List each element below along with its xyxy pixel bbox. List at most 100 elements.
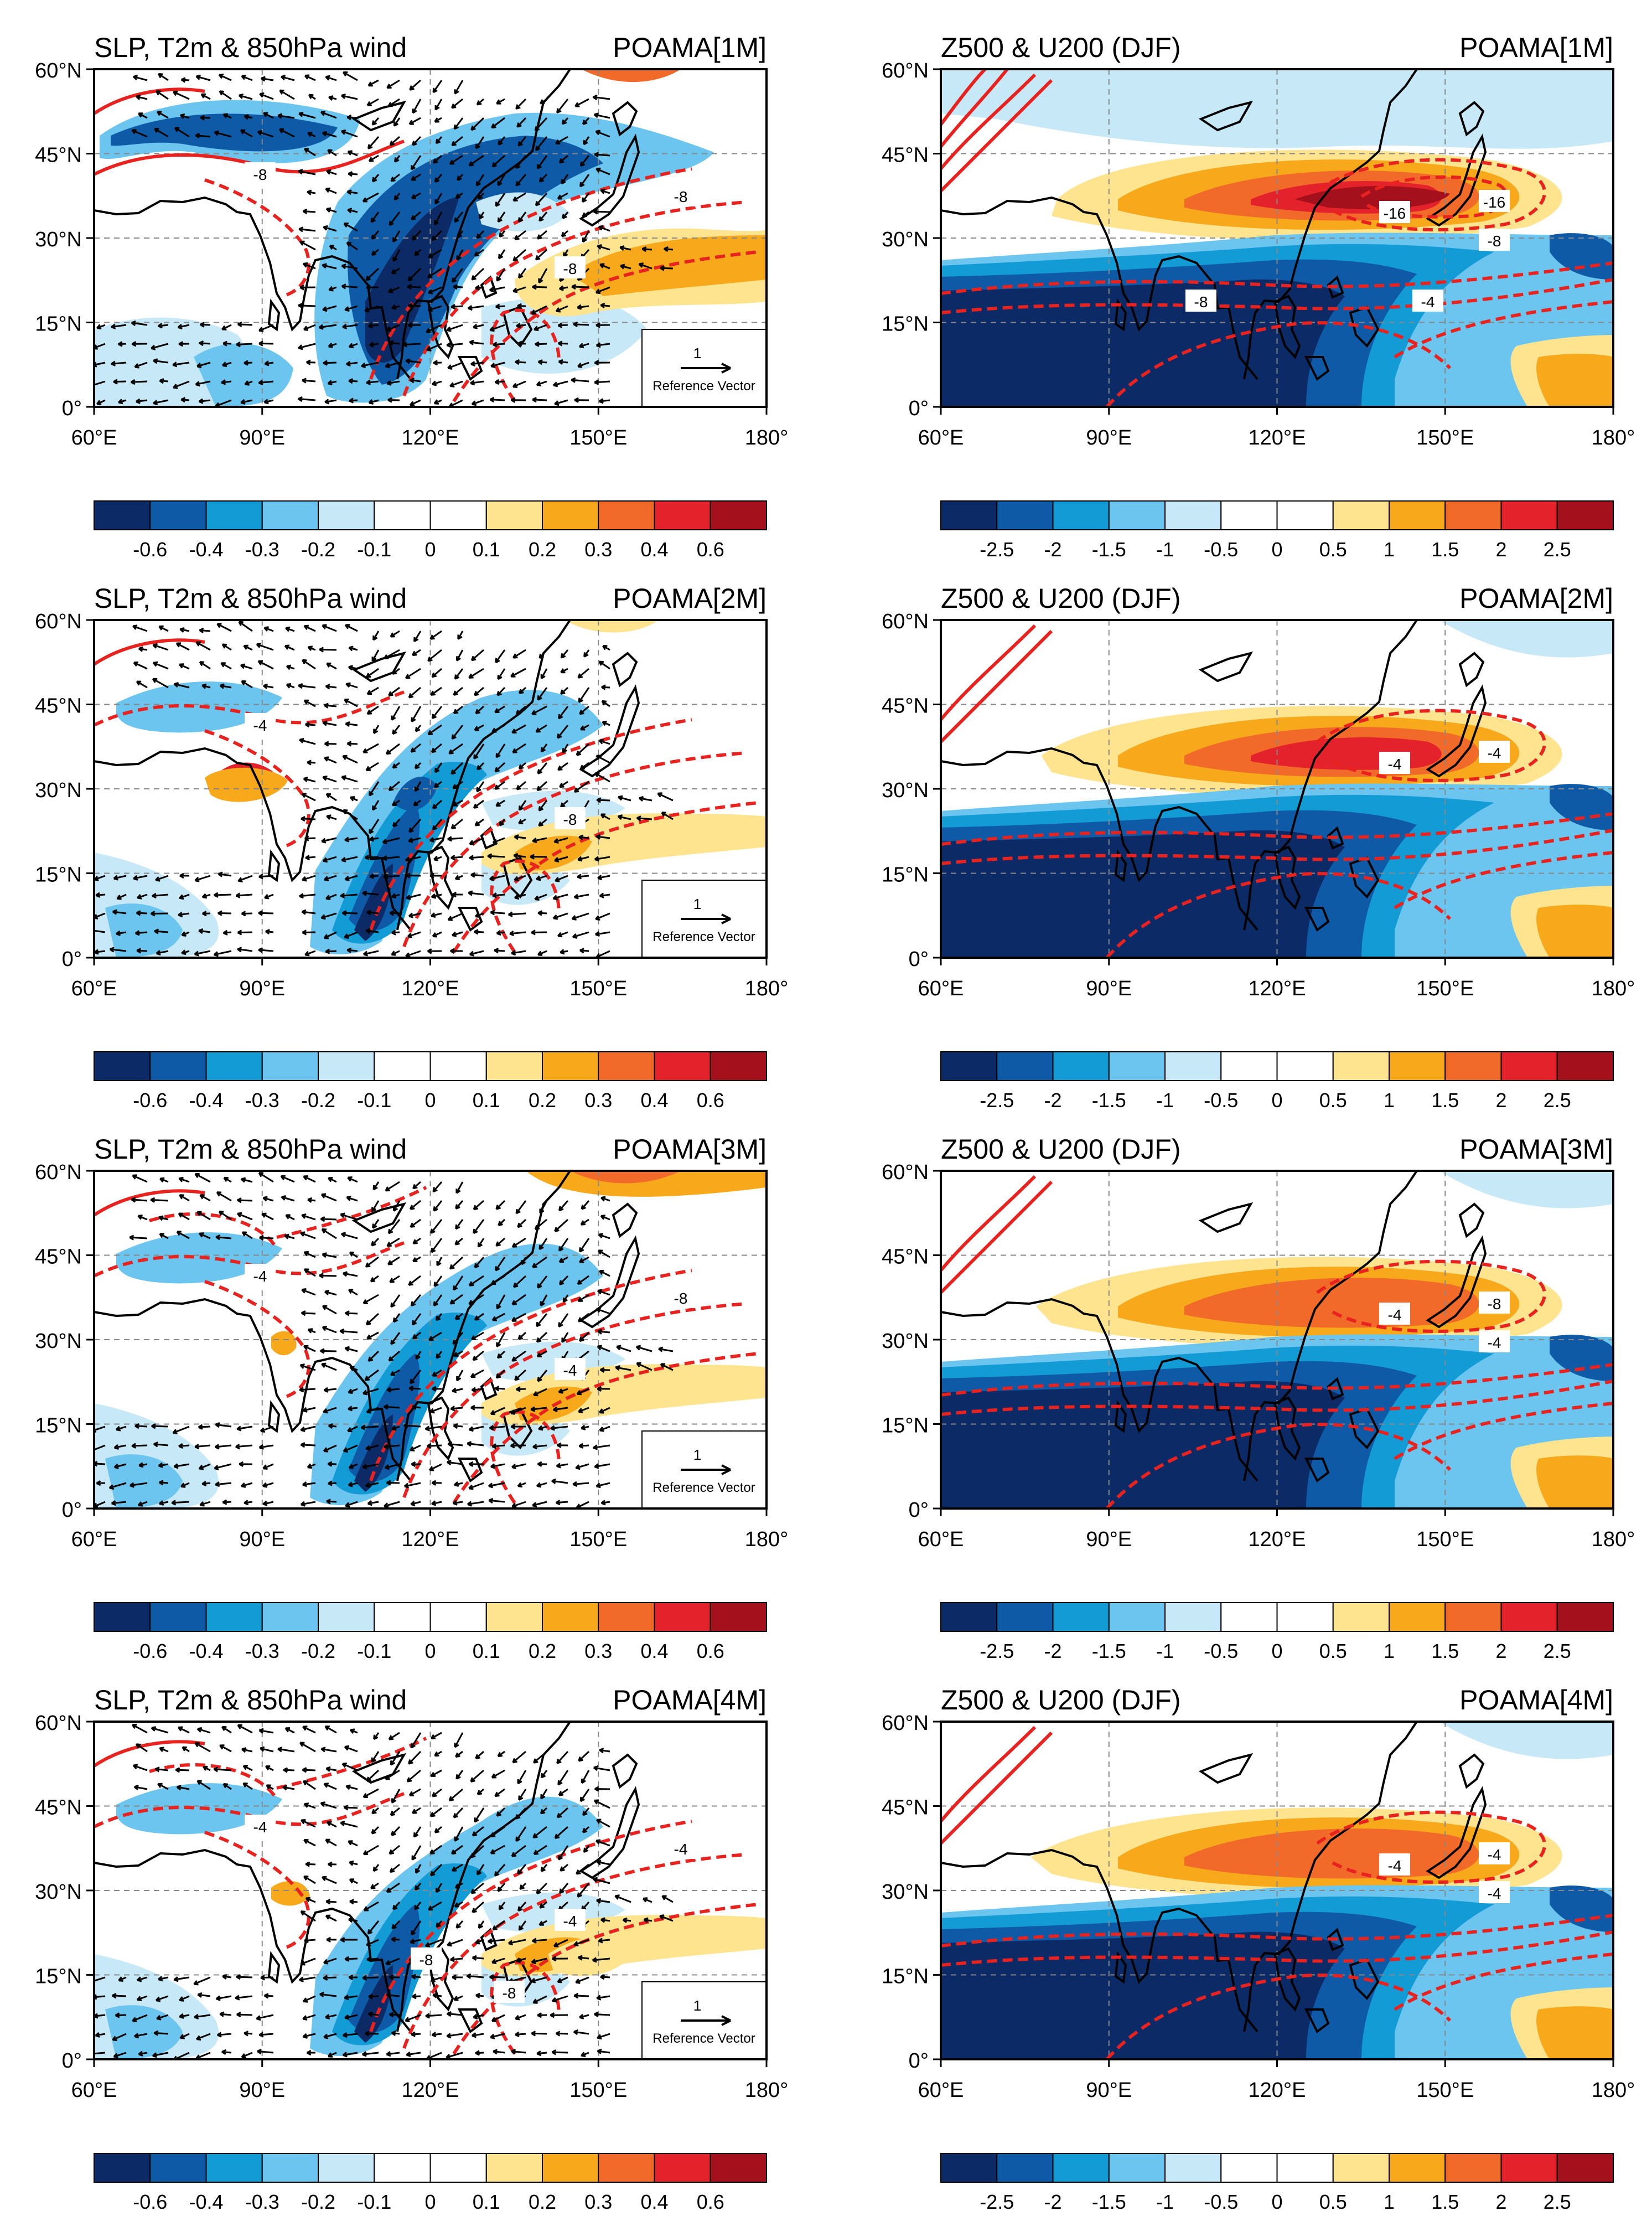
contour-label-text: -16 xyxy=(1483,194,1505,211)
colorbar-cell xyxy=(654,500,711,530)
graticule xyxy=(94,1171,767,1508)
reference-vector-magnitude: 1 xyxy=(693,1446,701,1463)
colorbar-label: -0.6 xyxy=(133,1089,167,1112)
colorbar-cell xyxy=(374,1602,431,1632)
colorbar-cell xyxy=(1164,1602,1222,1632)
colorbar-label: -1.5 xyxy=(1092,1640,1126,1662)
map-field: -4 -4 -8 1 Reference Vector xyxy=(94,1171,767,1508)
colorbar-label: -0.3 xyxy=(245,1640,279,1662)
colorbar-label: -0.4 xyxy=(189,1089,223,1112)
colorbar-label: -0.3 xyxy=(245,1089,279,1112)
wind-vectors xyxy=(94,1172,674,1508)
colorbar-cell xyxy=(94,2153,151,2183)
colorbar-cell xyxy=(710,500,767,530)
colorbar-cell xyxy=(940,1051,998,1081)
graticule xyxy=(94,1722,767,2059)
coastline xyxy=(941,620,1487,932)
colorbar-label: 0 xyxy=(1271,2190,1282,2213)
colorbar-label: -1 xyxy=(1156,538,1174,561)
colorbar-p5: -0.6 -0.4 -0.3 -0.2 -0.1 0 0.1 0.2 0.3 0.4 0.6 xyxy=(94,1602,767,1662)
colorbar-cell xyxy=(1276,1051,1334,1081)
colorbar-cell xyxy=(318,1602,375,1632)
colorbar-cell xyxy=(1332,2153,1390,2183)
reference-vector-label: Reference Vector xyxy=(652,929,755,944)
colorbar-label: 0.4 xyxy=(640,2190,668,2213)
lon-tick-label: 60°E xyxy=(918,2079,964,2102)
contour-label-text: -8 xyxy=(253,166,267,183)
colorbar-cell xyxy=(1220,2153,1278,2183)
colorbar-p7: -0.6 -0.4 -0.3 -0.2 -0.1 0 0.1 0.2 0.3 0.4 0.6 xyxy=(94,2153,767,2213)
lon-tick-label: 150°E xyxy=(1416,977,1474,1000)
colorbar-cell xyxy=(261,1051,319,1081)
lat-tick-label: 45°N xyxy=(882,1796,929,1820)
colorbar-label: -1 xyxy=(1156,1640,1174,1662)
colorbar-cell xyxy=(1444,1051,1502,1081)
lat-tick-label: 15°N xyxy=(882,1965,929,1988)
colorbar-cell xyxy=(1389,1602,1446,1632)
colorbar-cell xyxy=(1276,2153,1334,2183)
lat-tick-label: 0° xyxy=(909,948,929,971)
colorbar-cell xyxy=(261,500,319,530)
colorbar-cell xyxy=(318,500,375,530)
lon-tick-label: 150°E xyxy=(569,426,627,450)
lon-tick-label: 90°E xyxy=(239,426,285,450)
colorbar-label: -0.2 xyxy=(301,1640,335,1662)
colorbar-cell xyxy=(94,1602,151,1632)
reference-vector-label: Reference Vector xyxy=(652,2031,755,2046)
reference-vector-label: Reference Vector xyxy=(652,1480,755,1495)
colorbar-cell xyxy=(1556,1051,1614,1081)
map-panel-p5: -4 -4 -8 1 Reference Vector SLP, T2m & 850hPa… xyxy=(35,1134,788,1662)
colorbar-cell xyxy=(149,1602,207,1632)
colorbar-label: 0.6 xyxy=(697,1089,724,1112)
colorbar-cell xyxy=(485,500,543,530)
contour-label-text: -4 xyxy=(253,1268,267,1285)
colorbar-cell xyxy=(94,1051,151,1081)
colorbar-label: -2 xyxy=(1044,1640,1061,1662)
colorbar-label: -0.3 xyxy=(245,2190,279,2213)
colorbar-label: -0.4 xyxy=(189,1640,223,1662)
lon-tick-label: 150°E xyxy=(1416,2079,1474,2102)
colorbar-cell xyxy=(261,2153,319,2183)
colorbar-label: 2.5 xyxy=(1544,1640,1571,1662)
contour-label-text: -8 xyxy=(1488,233,1501,250)
lon-tick-label: 120°E xyxy=(402,426,459,450)
map-panel-p3: -4 -8 1 Reference Vector SLP, T2m & 850hPa w… xyxy=(35,583,788,1112)
colorbar-cell xyxy=(654,1051,711,1081)
colorbar-cell xyxy=(1444,500,1502,530)
colorbar-cell xyxy=(1500,2153,1558,2183)
colorbar-label: -0.1 xyxy=(357,1640,391,1662)
colorbar-cell xyxy=(205,2153,263,2183)
panel-model-label: POAMA[2M] xyxy=(613,583,767,614)
contour-label: -16 xyxy=(1379,201,1410,223)
lon-tick-label: 60°E xyxy=(71,2079,117,2102)
colorbar-cell xyxy=(261,1602,319,1632)
contour-label: -4 xyxy=(555,1358,586,1380)
colorbar-cell xyxy=(654,1602,711,1632)
colorbar-label: 0 xyxy=(424,1640,436,1662)
lat-tick-label: 60°N xyxy=(35,1712,82,1735)
colorbar-label: 2 xyxy=(1495,2190,1506,2213)
lon-tick-label: 120°E xyxy=(402,2079,459,2102)
panel-title: Z500 & U200 (DJF) xyxy=(941,32,1180,63)
colorbar-cell xyxy=(1108,500,1166,530)
contour-label: -4 xyxy=(555,1909,586,1931)
lon-tick-label: 60°E xyxy=(71,1528,117,1551)
lat-tick-label: 45°N xyxy=(882,695,929,718)
colorbar-cell xyxy=(654,2153,711,2183)
colorbar-label: -0.2 xyxy=(301,538,335,561)
colorbar-label: -0.5 xyxy=(1204,538,1238,561)
graticule xyxy=(94,620,767,958)
colorbar-cell xyxy=(1556,2153,1614,2183)
map-field: -4 -8 1 Reference Vector xyxy=(94,620,767,958)
colorbar-label: 1 xyxy=(1384,538,1395,561)
colorbar-label: 1.5 xyxy=(1431,1089,1459,1112)
contour-label: -4 xyxy=(245,713,276,735)
contour-label-text: -8 xyxy=(1488,1295,1501,1313)
lon-tick-label: 150°E xyxy=(569,977,627,1000)
lat-tick-label: 0° xyxy=(62,397,82,420)
colorbar-label: -0.2 xyxy=(301,2190,335,2213)
lon-tick-label: 60°E xyxy=(918,426,964,450)
lat-tick-label: 45°N xyxy=(35,1246,82,1269)
contour-label: -4 xyxy=(1479,1330,1510,1352)
